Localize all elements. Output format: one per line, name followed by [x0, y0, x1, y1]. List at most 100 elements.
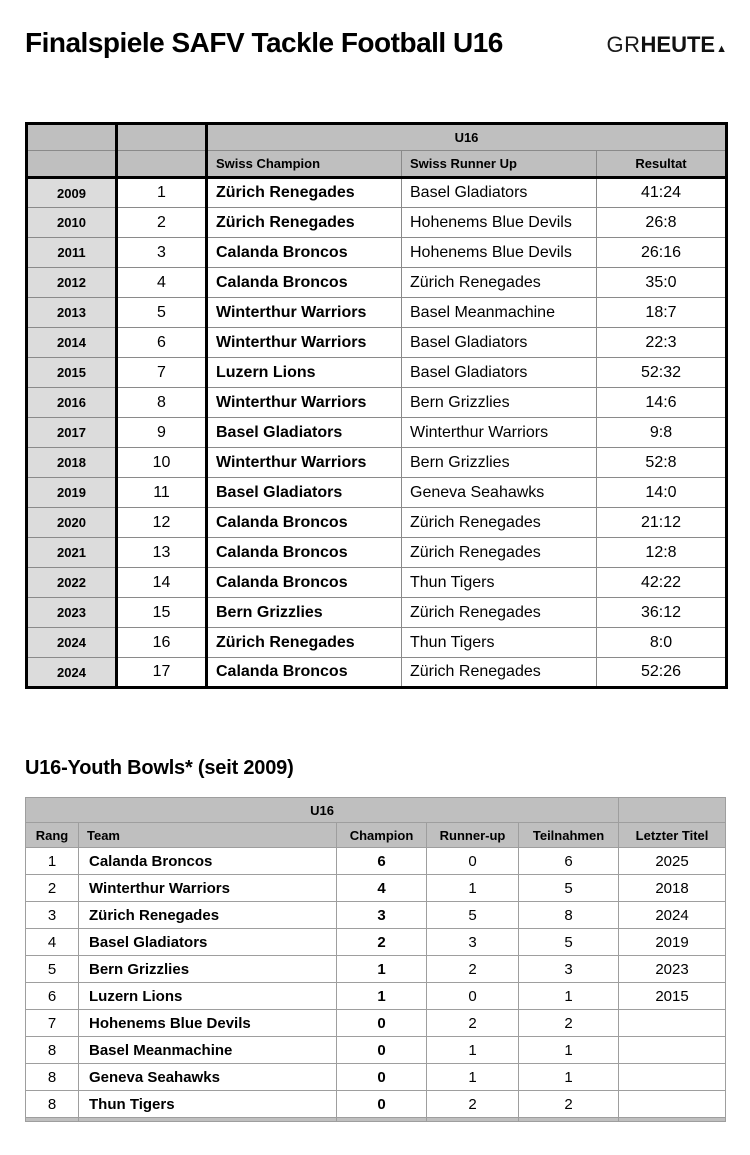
champion-cell: Zürich Renegades — [206, 627, 402, 658]
runner-up-count-cell: 2 — [426, 1090, 519, 1118]
footer-strip-cell — [426, 1117, 519, 1122]
result-cell: 52:26 — [596, 657, 727, 688]
empty-header-cell — [116, 150, 208, 179]
champion-cell: Calanda Broncos — [206, 567, 402, 598]
result-cell: 21:12 — [596, 507, 727, 538]
champion-cell: Calanda Broncos — [206, 267, 402, 298]
champion-cell: Calanda Broncos — [206, 537, 402, 568]
participations-cell: 8 — [517, 901, 620, 929]
number-cell: 5 — [116, 297, 208, 328]
runner-up-cell: Basel Gladiators — [401, 327, 597, 358]
team-cell: Calanda Broncos — [78, 847, 337, 875]
champion-count-cell: 0 — [336, 1009, 427, 1037]
table-row: 2023 15 Bern Grizzlies Zürich Renegades … — [26, 597, 727, 628]
table-row: 5 Bern Grizzlies 1 2 3 2023 — [25, 955, 727, 983]
runner-up-count-cell: 1 — [426, 1036, 519, 1064]
table-row: 6 Luzern Lions 1 0 1 2015 — [25, 982, 727, 1010]
finals-table: U16 Swiss Champion Swiss Runner Up Resul… — [25, 122, 728, 689]
footer-strip-cell — [25, 1117, 79, 1122]
bowls-col-last-title: Letzter Titel — [618, 822, 727, 848]
runner-up-cell: Thun Tigers — [401, 627, 597, 658]
team-cell: Winterthur Warriors — [78, 874, 337, 902]
year-cell: 2010 — [26, 207, 118, 238]
bowls-col-participations: Teilnahmen — [517, 822, 620, 848]
table-row: 2022 14 Calanda Broncos Thun Tigers 42:2… — [26, 567, 727, 598]
number-cell: 13 — [116, 537, 208, 568]
table-row: 1 Calanda Broncos 6 0 6 2025 — [25, 847, 727, 875]
team-cell: Basel Meanmachine — [78, 1036, 337, 1064]
last-title-cell — [618, 1036, 727, 1064]
runner-up-count-cell: 1 — [426, 1063, 519, 1091]
champion-count-cell: 0 — [336, 1090, 427, 1118]
champion-cell: Calanda Broncos — [206, 237, 402, 268]
participations-cell: 3 — [517, 955, 620, 983]
result-cell: 35:0 — [596, 267, 727, 298]
year-cell: 2016 — [26, 387, 118, 418]
empty-header-cell — [26, 150, 118, 179]
table-row: 2016 8 Winterthur Warriors Bern Grizzlie… — [26, 387, 727, 418]
champion-count-cell: 1 — [336, 955, 427, 983]
bowls-table: U16 Rang Team Champion Runner-up Teilnah… — [24, 797, 727, 1122]
champion-count-cell: 1 — [336, 982, 427, 1010]
runner-up-cell: Hohenems Blue Devils — [401, 207, 597, 238]
year-cell: 2022 — [26, 567, 118, 598]
champion-cell: Zürich Renegades — [206, 177, 402, 208]
last-title-cell: 2025 — [618, 847, 727, 875]
table-row: 2018 10 Winterthur Warriors Bern Grizzli… — [26, 447, 727, 478]
runner-up-cell: Winterthur Warriors — [401, 417, 597, 448]
champion-cell: Bern Grizzlies — [206, 597, 402, 628]
result-cell: 52:8 — [596, 447, 727, 478]
rank-cell: 4 — [25, 928, 79, 956]
rank-cell: 7 — [25, 1009, 79, 1037]
number-cell: 17 — [116, 657, 208, 688]
year-cell: 2018 — [26, 447, 118, 478]
runner-up-cell: Basel Gladiators — [401, 177, 597, 208]
result-cell: 26:8 — [596, 207, 727, 238]
runner-up-cell: Hohenems Blue Devils — [401, 237, 597, 268]
rank-cell: 3 — [25, 901, 79, 929]
runner-up-count-cell: 5 — [426, 901, 519, 929]
year-cell: 2011 — [26, 237, 118, 268]
footer-strip — [25, 1117, 727, 1122]
bowls-col-champion: Champion — [336, 822, 427, 848]
finals-group-header-row: U16 — [26, 123, 727, 151]
table-row: 7 Hohenems Blue Devils 0 2 2 — [25, 1009, 727, 1037]
table-row: 2021 13 Calanda Broncos Zürich Renegades… — [26, 537, 727, 568]
year-cell: 2024 — [26, 627, 118, 658]
number-cell: 15 — [116, 597, 208, 628]
table-row: 2015 7 Luzern Lions Basel Gladiators 52:… — [26, 357, 727, 388]
result-cell: 26:16 — [596, 237, 727, 268]
finals-table-header: U16 Swiss Champion Swiss Runner Up Resul… — [26, 123, 727, 179]
year-cell: 2024 — [26, 657, 118, 688]
bowls-col-team: Team — [78, 822, 337, 848]
rank-cell: 2 — [25, 874, 79, 902]
runner-up-count-cell: 2 — [426, 1009, 519, 1037]
runner-up-cell: Basel Meanmachine — [401, 297, 597, 328]
champion-cell: Calanda Broncos — [206, 657, 402, 688]
year-cell: 2023 — [26, 597, 118, 628]
finals-col-champion: Swiss Champion — [206, 150, 402, 179]
bowls-table-body: 1 Calanda Broncos 6 0 6 2025 2 Winterthu… — [25, 847, 727, 1118]
footer-strip-cell — [517, 1117, 620, 1122]
runner-up-cell: Basel Gladiators — [401, 357, 597, 388]
year-cell: 2019 — [26, 477, 118, 508]
last-title-cell: 2024 — [618, 901, 727, 929]
runner-up-count-cell: 3 — [426, 928, 519, 956]
table-row: 2 Winterthur Warriors 4 1 5 2018 — [25, 874, 727, 902]
rank-cell: 8 — [25, 1036, 79, 1064]
participations-cell: 1 — [517, 1036, 620, 1064]
number-cell: 10 — [116, 447, 208, 478]
runner-up-count-cell: 0 — [426, 982, 519, 1010]
champion-cell: Winterthur Warriors — [206, 387, 402, 418]
table-row: 8 Basel Meanmachine 0 1 1 — [25, 1036, 727, 1064]
table-row: 2024 16 Zürich Renegades Thun Tigers 8:0 — [26, 627, 727, 658]
participations-cell: 1 — [517, 982, 620, 1010]
finals-column-header-row: Swiss Champion Swiss Runner Up Resultat — [26, 150, 727, 179]
result-cell: 14:6 — [596, 387, 727, 418]
rank-cell: 5 — [25, 955, 79, 983]
number-cell: 9 — [116, 417, 208, 448]
runner-up-cell: Zürich Renegades — [401, 507, 597, 538]
empty-header-cell — [116, 123, 208, 151]
participations-cell: 2 — [517, 1090, 620, 1118]
